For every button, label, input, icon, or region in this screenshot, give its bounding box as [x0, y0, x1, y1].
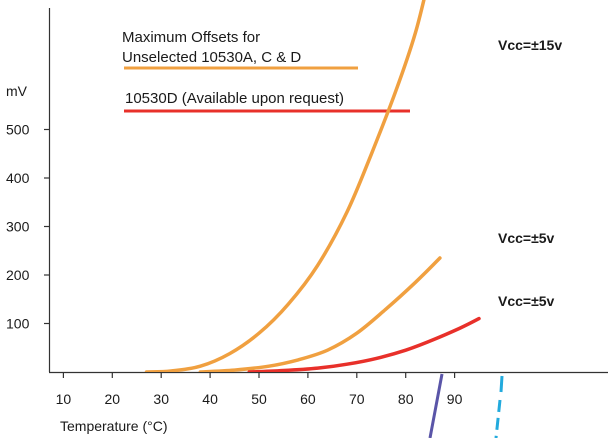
x-tick-label: 30 [153, 391, 169, 407]
y-tick-label: 300 [6, 219, 30, 235]
series-label: Vcc=±5v [498, 230, 555, 246]
x-tick-label: 90 [447, 391, 463, 407]
legend-label-orange-line-2: Unselected 10530A, C & D [122, 49, 301, 66]
series-line [144, 0, 426, 372]
y-tick-label: 500 [6, 122, 30, 138]
x-axis-label: Temperature (°C) [60, 418, 168, 434]
y-ticks: 100 200 300 400 500 [6, 122, 50, 332]
y-tick-label: 200 [6, 267, 30, 283]
x-tick-label: 80 [398, 391, 414, 407]
x-tick-label: 60 [300, 391, 316, 407]
series-line [247, 316, 481, 372]
x-ticks: 10 20 30 40 50 60 70 80 90 [56, 372, 463, 407]
legend-label-red: 10530D (Available upon request) [125, 90, 344, 107]
series-label: Vcc=±15v [498, 37, 562, 53]
legend-label-orange-line-1: Maximum Offsets for [122, 29, 260, 46]
series-labels: Vcc=±15v Vcc=±5v Vcc=±5v [498, 37, 562, 309]
series-line [198, 256, 442, 372]
y-tick-label: 100 [6, 316, 30, 332]
y-axis-label: mV [6, 83, 28, 99]
decorative-purple-stroke [428, 373, 444, 438]
x-tick-label: 40 [202, 391, 218, 407]
x-tick-label: 50 [251, 391, 267, 407]
y-tick-label: 400 [6, 170, 30, 186]
series-layer [144, 0, 481, 372]
decorative-cyan-dashed-stroke [494, 399, 502, 438]
legend: Maximum Offsets for Unselected 10530A, C… [122, 29, 410, 113]
x-tick-label: 10 [56, 391, 72, 407]
x-tick-label: 70 [349, 391, 365, 407]
series-label: Vcc=±5v [498, 293, 555, 309]
x-tick-label: 20 [105, 391, 121, 407]
decorative-cyan-dashed-stroke-top [499, 375, 504, 393]
